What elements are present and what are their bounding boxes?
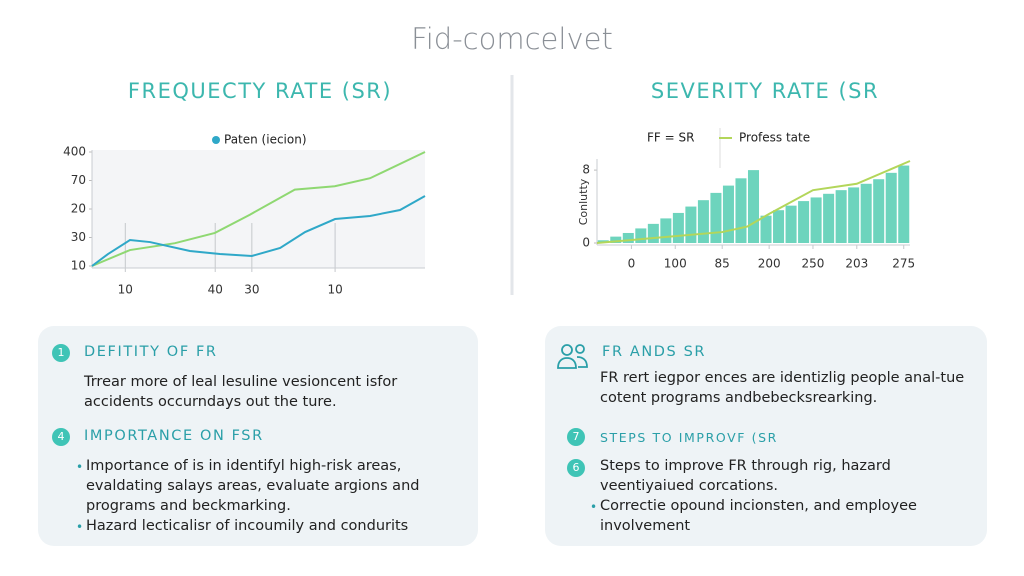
card: 1 DEFITITY OF FR Trrear more of leal les… [38,326,478,546]
bullet: • [590,500,598,514]
x-tick-label: 203 [845,257,868,271]
bar [773,210,785,243]
bar [785,205,797,243]
bar [735,178,747,243]
bar [860,183,872,243]
y-tick-label: 20 [71,202,86,216]
legend-marker [212,136,220,144]
bullet: • [76,520,84,534]
card-text: Trrear more of leal lesuline vesioncent … [84,374,398,410]
x-tick-label: 100 [664,257,687,271]
x-tick-label: 85 [715,257,730,271]
bar [885,172,897,243]
chart-title: SEVERITY RATE (SR [651,79,879,103]
x-tick-label: 200 [758,257,781,271]
card-bullet: Correctie opound incionsten, and employe… [600,498,917,534]
bar [823,193,835,243]
y-tick-label: 0 [582,236,590,250]
card-heading: DEFITITY OF FR [84,344,218,360]
x-tick-label: 10 [327,283,342,297]
bar [835,190,847,243]
legend-label: Profess tate [739,131,810,145]
x-tick-label: 10 [118,283,133,297]
bar [810,197,822,243]
bar [685,206,697,243]
line [91,195,426,267]
card-bullet: Hazard lecticalisr of incoumily and cond… [86,518,409,534]
x-tick-label: 275 [892,257,915,271]
people-icon [557,344,588,369]
bar [647,223,659,243]
bullet: • [76,460,84,474]
line [91,151,426,267]
chart-title: FREQUECTY RATE (SR) [128,79,392,103]
line [596,160,911,244]
badge: 7 [567,428,585,446]
card: FR ANDS SR FR rert iegpor ences are iden… [545,326,987,546]
x-tick-label: 0 [628,257,636,271]
charts: FREQUECTY RATE (SR) 10 30 20 70 400 10 40 30 10 Pa… [63,75,915,297]
badge: 1 [52,344,70,362]
y-axis-title: Conlutty [577,178,590,225]
bar [722,185,734,243]
legend-label: Paten (iecion) [224,133,307,147]
bar [798,201,810,243]
card-heading: FR ANDS SR [602,344,707,360]
bar [873,179,885,243]
bar [622,232,634,243]
bar [697,200,709,243]
bar [610,236,622,243]
x-tick-label: 40 [208,283,223,297]
x-tick-label: 250 [802,257,825,271]
y-tick-label: 400 [63,145,86,159]
card-bullet: Importance of is in identifyl high-risk … [86,458,420,514]
bar [660,218,672,243]
bar [747,170,760,243]
x-tick-label: 30 [244,283,259,297]
bar [898,165,910,243]
badge: 6 [567,459,585,477]
bar [710,192,722,243]
card-heading: IMPORTANCE ON FSR [84,428,264,444]
page-title: Fid-comcelvet [411,22,613,56]
y-tick-label: 70 [71,173,86,187]
badge: 4 [52,428,70,446]
bar [635,228,647,243]
bar [760,215,772,243]
card-text: Steps to improve FR through rig, hazard … [600,458,891,494]
y-tick-label: 10 [71,259,86,273]
y-tick-label: 30 [71,230,86,244]
y-tick-label: 8 [582,163,590,177]
legend-label: FF = SR [647,131,694,145]
card-text: FR rert iegpor ences are identizlig peop… [600,370,965,406]
bar [672,212,684,243]
card-heading: STEPS TO IMPROVF (SR [600,430,778,445]
bar [848,187,860,243]
